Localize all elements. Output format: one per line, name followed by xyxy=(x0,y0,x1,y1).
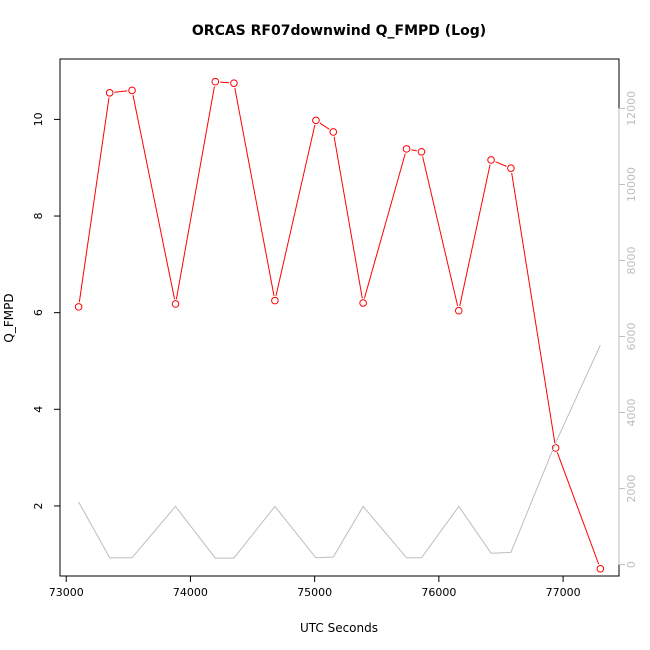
series-0-segment xyxy=(459,164,491,307)
series-0-point xyxy=(507,164,515,172)
series-0-point xyxy=(487,156,495,164)
series-0-segment xyxy=(333,136,363,299)
series-0-point xyxy=(105,89,114,97)
series-0-segment xyxy=(363,153,406,299)
series-0-point xyxy=(359,299,367,307)
y-tick-label: 2 xyxy=(32,502,45,509)
series-0-segment xyxy=(275,124,316,297)
series-0-point xyxy=(271,296,279,305)
series-0-segment xyxy=(495,161,507,167)
series-0-point xyxy=(417,147,426,156)
y2-tick-label: 4000 xyxy=(625,399,638,427)
series-0-segment xyxy=(319,122,330,130)
series-0-segment xyxy=(234,87,275,296)
x-tick-label: 75000 xyxy=(297,586,332,599)
x-axis: 73000 74000 75000 76000 77000 xyxy=(49,575,581,599)
series-0-point xyxy=(230,79,238,87)
y-tick-label: 6 xyxy=(32,309,45,316)
y2-tick-label: 2000 xyxy=(625,475,638,503)
series-0-point xyxy=(402,145,411,153)
series-0-segment xyxy=(422,156,459,307)
series-0-segment xyxy=(220,81,230,84)
series-0-segment xyxy=(132,95,176,300)
x-tick-label: 73000 xyxy=(49,586,84,599)
x-tick-label: 77000 xyxy=(546,586,581,599)
series-layer xyxy=(74,77,605,573)
series-0-point xyxy=(596,564,605,573)
y2-tick-label: 6000 xyxy=(625,323,638,351)
series-0-point xyxy=(454,306,463,315)
series-1-line xyxy=(78,344,601,559)
series-0-point xyxy=(171,300,180,308)
x-axis-label: UTC Seconds xyxy=(300,621,378,635)
series-0-point xyxy=(74,303,83,311)
y-axis: 2 4 6 8 10 xyxy=(32,112,61,509)
y2-axis: 0 2000 4000 6000 8000 10000 12000 xyxy=(618,91,638,568)
series-0-segment xyxy=(114,90,128,93)
chart-title: ORCAS RF07downwind Q_FMPD (Log) xyxy=(192,23,486,39)
series-0-segment xyxy=(556,452,600,565)
y2-tick-label: 12000 xyxy=(625,91,638,126)
series-0-point xyxy=(128,86,136,95)
series-0-segment xyxy=(511,172,556,444)
series-0-segment xyxy=(175,86,215,300)
y2-tick-label: 0 xyxy=(625,561,638,568)
y2-tick-label: 8000 xyxy=(625,246,638,274)
y-axis-label: Q_FMPD xyxy=(2,293,16,342)
series-0-point xyxy=(329,128,338,136)
y-tick-label: 10 xyxy=(32,112,45,126)
y-tick-label: 8 xyxy=(32,213,45,220)
series-0-point xyxy=(211,77,220,86)
series-0-segment xyxy=(78,97,110,303)
x-tick-label: 76000 xyxy=(421,586,456,599)
x-tick-label: 74000 xyxy=(173,586,208,599)
y2-tick-label: 10000 xyxy=(625,167,638,202)
series-0-point xyxy=(312,116,320,125)
y-tick-label: 4 xyxy=(32,406,45,413)
series-0-segment xyxy=(411,149,417,152)
